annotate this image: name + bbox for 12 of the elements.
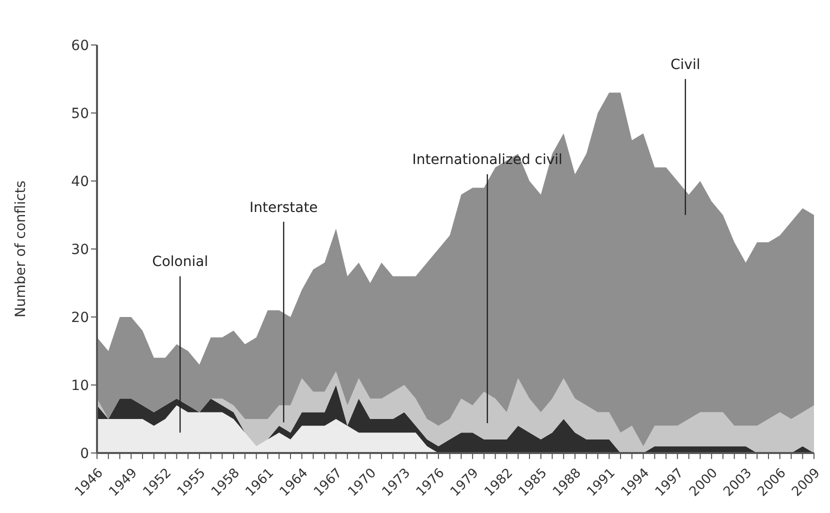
text: Internationalized civil [412, 152, 562, 168]
y-tick-label: 10 [71, 378, 89, 394]
y-tick-label: 20 [71, 310, 89, 326]
text: Interstate [249, 200, 318, 216]
y-tick-label: 60 [71, 38, 89, 54]
y-tick-label: 40 [71, 174, 89, 190]
y-tick-label: 50 [71, 106, 89, 122]
y-tick-label: 30 [71, 242, 89, 258]
y-axis-title: Number of conflicts [12, 180, 29, 318]
text: Civil [670, 57, 700, 73]
y-tick-label: 0 [80, 446, 89, 462]
text: Colonial [152, 254, 208, 270]
